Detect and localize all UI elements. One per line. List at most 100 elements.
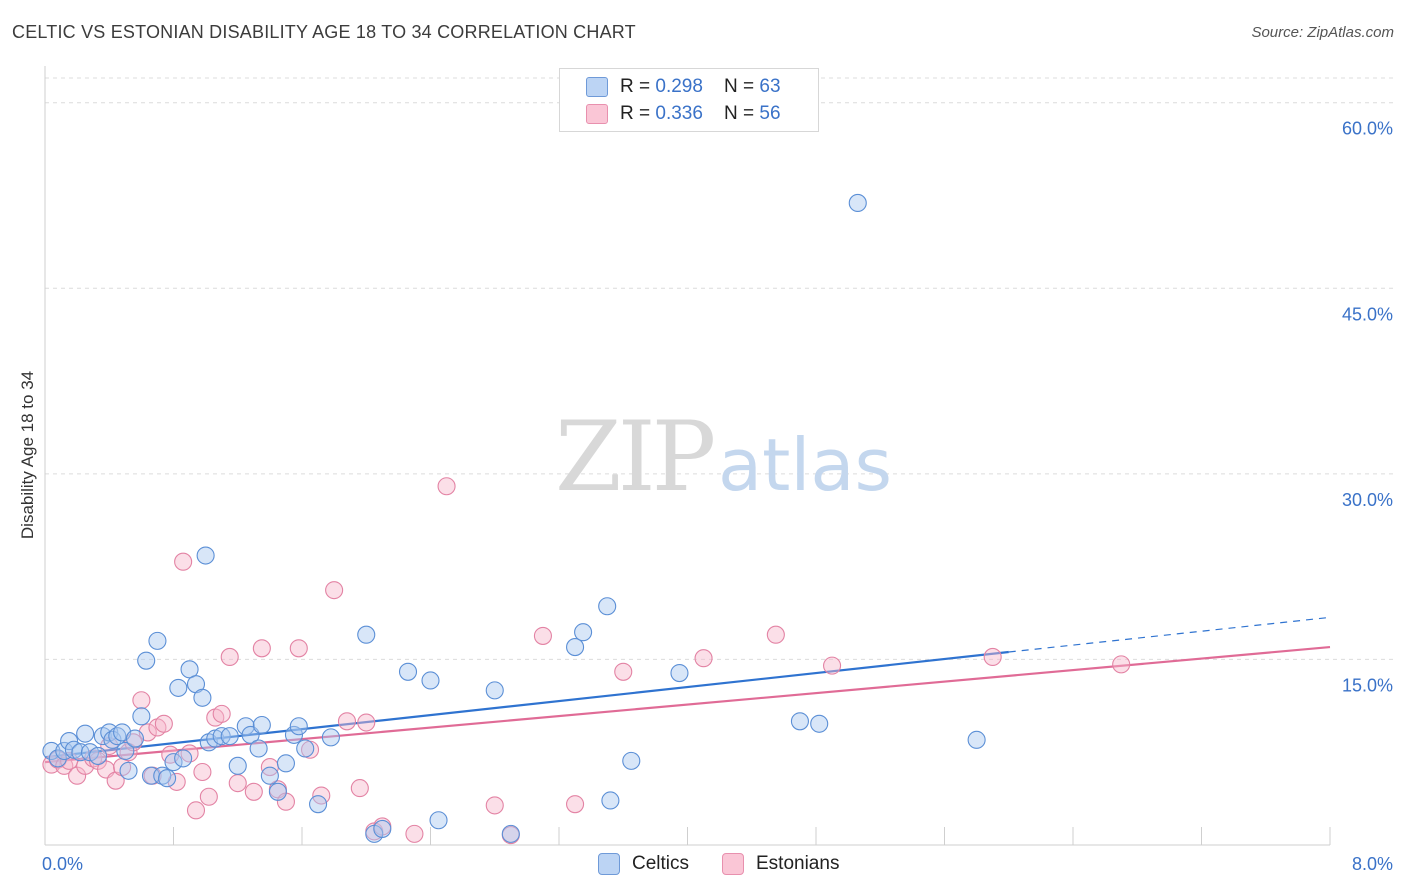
celtic-point — [848, 193, 867, 212]
estonian-point — [325, 581, 344, 600]
celtic-point — [501, 824, 520, 843]
bottom-legend-celtics: Celtics — [598, 851, 689, 877]
legend-n-label: N = — [724, 103, 760, 124]
celtic-point — [309, 795, 328, 814]
celtic-point — [174, 749, 193, 768]
celtic-point — [429, 811, 448, 830]
celtic-point — [357, 625, 376, 644]
celtic-point — [164, 753, 183, 772]
legend-n-label: N = — [724, 76, 760, 97]
legend-row-celtics: R = 0.298 N = 63 — [586, 76, 781, 98]
celtic-point — [622, 751, 641, 770]
celtic-point — [598, 597, 617, 616]
legend-row-estonians: R = 0.336 N = 56 — [586, 103, 781, 125]
celtic-point — [125, 729, 144, 748]
watermark-zip: ZIP — [555, 401, 714, 513]
celtic-point — [321, 728, 340, 747]
celtic-point — [249, 739, 268, 758]
celtic-point — [228, 756, 247, 775]
y-tick-label: 30.0% — [1342, 490, 1393, 510]
celtic-point — [421, 671, 440, 690]
celtic-point — [196, 546, 215, 565]
legend-r-value: 0.298 — [655, 76, 703, 97]
estonian-point — [154, 714, 173, 733]
estonian-point — [694, 649, 713, 668]
celtic-point — [967, 730, 986, 749]
estonian-point — [357, 713, 376, 732]
celtic-point — [566, 638, 585, 657]
legend-n-value: 56 — [759, 103, 781, 124]
estonian-point — [566, 795, 585, 814]
bottom-legend-estonians: Estonians — [722, 851, 839, 877]
estonian-point — [244, 782, 263, 801]
estonian-swatch — [722, 853, 744, 875]
estonian-point — [823, 656, 842, 675]
celtic-point — [48, 749, 67, 768]
estonian-point — [405, 824, 424, 843]
y-tick-label: 60.0% — [1342, 119, 1393, 139]
legend-r-label: R = — [620, 103, 656, 124]
estonian-point — [983, 647, 1002, 667]
estonian-point — [55, 756, 74, 775]
celtic-point — [119, 761, 138, 780]
celtic-point — [76, 724, 95, 743]
legend-r-value: 0.336 — [655, 103, 703, 124]
estonian-point — [199, 787, 218, 806]
watermark-atlas: atlas — [718, 423, 892, 507]
celtic-point — [252, 715, 271, 735]
estonian-point — [766, 625, 785, 644]
estonian-point — [220, 647, 239, 667]
celtic-swatch — [598, 853, 620, 875]
celtic-point — [790, 712, 809, 731]
celtic-point — [574, 623, 593, 642]
estonian-point — [174, 552, 193, 571]
celtic-point — [153, 766, 172, 785]
estonian-trend-line — [44, 645, 1331, 764]
celtic-point — [236, 717, 255, 736]
celtic-swatch — [586, 77, 608, 97]
celtic-point — [373, 819, 392, 838]
estonian-point — [228, 774, 247, 793]
celtic-point — [810, 714, 829, 733]
celtic-point — [158, 769, 177, 788]
celtic-point — [485, 681, 504, 700]
celtic-point — [71, 743, 90, 762]
celtic-point — [193, 688, 212, 707]
celtic-point — [148, 631, 167, 650]
celtic-point — [169, 678, 188, 697]
estonian-point — [212, 704, 231, 723]
legend-n-value: 63 — [759, 76, 781, 97]
celtic-point — [137, 651, 156, 670]
bottom-legend-label: Estonians — [756, 853, 840, 874]
celtic-trend-line — [44, 650, 1009, 759]
chart-title: CELTIC VS ESTONIAN DISABILITY AGE 18 TO … — [12, 22, 636, 42]
y-tick-label: 45.0% — [1342, 304, 1393, 324]
source-label: Source: ZipAtlas.com — [1251, 24, 1394, 41]
celtic-point — [88, 746, 108, 765]
y-axis-label: Disability Age 18 to 34 — [18, 370, 37, 540]
estonian-point — [350, 779, 369, 798]
celtic-point — [670, 663, 689, 683]
celtic-point — [398, 662, 418, 681]
estonian-point — [193, 762, 212, 782]
x-tick-label: 0.0% — [42, 854, 83, 874]
estonian-swatch — [586, 104, 608, 124]
celtic-point — [296, 739, 315, 758]
celtic-point — [268, 782, 287, 801]
legend: R = 0.298 N = 63 R = 0.336 N = 56 — [559, 68, 819, 132]
bottom-legend-label: Celtics — [632, 853, 690, 874]
estonian-point — [289, 639, 308, 658]
estonian-point — [533, 626, 552, 645]
celtic-point — [260, 766, 279, 785]
estonian-point — [337, 712, 357, 731]
legend-r-label: R = — [620, 76, 656, 97]
estonian-point — [132, 691, 151, 710]
celtic-point — [276, 754, 295, 773]
celtic-point — [132, 707, 151, 726]
celtic-point — [284, 725, 304, 744]
estonian-point — [485, 796, 504, 815]
estonian-point — [1112, 655, 1131, 674]
celtic-point — [220, 727, 239, 746]
estonian-point — [614, 662, 633, 681]
